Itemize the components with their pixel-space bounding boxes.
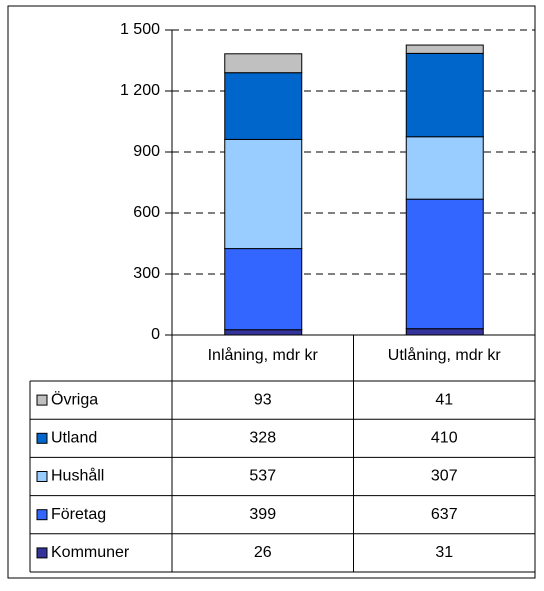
legend-label: Företag: [51, 506, 106, 523]
table-value: 93: [254, 391, 272, 408]
legend-label: Utland: [51, 430, 97, 447]
table-value: 307: [431, 468, 458, 485]
legend-label: Kommuner: [51, 544, 130, 561]
legend-label: Övriga: [51, 390, 98, 408]
bar-segment: [405, 52, 484, 138]
bar-segment: [405, 328, 484, 336]
table-value: 26: [254, 544, 272, 561]
x-tick-label: Inlåning, mdr kr: [208, 346, 319, 364]
y-tick-label: 900: [133, 143, 160, 160]
y-tick-label: 0: [151, 326, 160, 343]
table-value: 637: [431, 506, 458, 523]
bar-segment: [405, 44, 484, 54]
legend-label: Hushåll: [51, 467, 104, 485]
bar-segment: [224, 138, 303, 250]
bar-segment: [224, 72, 303, 140]
legend-swatch: [36, 394, 48, 406]
y-tick-label: 1 500: [120, 21, 160, 38]
table-value: 328: [249, 430, 276, 447]
bar-segment: [405, 198, 484, 330]
table-value: 399: [249, 506, 276, 523]
legend-swatch: [36, 509, 48, 521]
y-tick-label: 300: [133, 265, 160, 282]
y-tick-label: 600: [133, 204, 160, 221]
table-value: 410: [431, 430, 458, 447]
bar-segment: [224, 53, 303, 74]
table-value: 537: [249, 468, 276, 485]
bar-segment: [224, 329, 303, 336]
x-tick-label: Utlåning, mdr kr: [388, 346, 502, 364]
y-tick-label: 1 200: [120, 82, 160, 99]
legend-swatch: [36, 471, 48, 482]
legend-swatch: [36, 547, 48, 559]
bar-segment: [224, 248, 303, 331]
legend-swatch: [36, 432, 48, 444]
table-value: 41: [435, 391, 453, 408]
bar-segment: [405, 136, 484, 200]
table-value: 31: [435, 544, 453, 561]
